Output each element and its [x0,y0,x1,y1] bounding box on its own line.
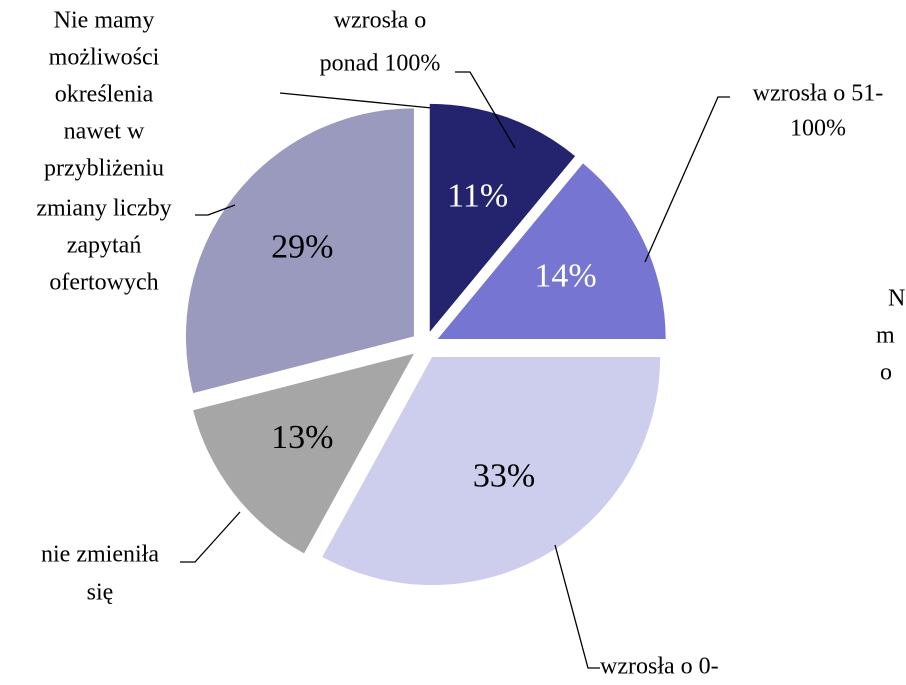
leader-line [195,204,236,216]
pie-slice [193,353,414,554]
leader-line [279,92,433,109]
pie-slice [437,163,666,340]
category-label: możliwości [49,45,160,71]
clipped-label: N [888,286,905,312]
category-label: nie zmieniła [41,542,159,568]
category-label: się [87,580,114,606]
category-label: wzrosła o 0- [600,654,719,680]
category-label: Nie mamy [54,8,155,34]
category-label: wzrosła o 51- [753,81,884,107]
pie-slice [322,357,661,586]
leader-line [180,511,241,563]
value-label: 33% [473,458,535,495]
category-label: określenia [55,82,154,108]
value-label: 11% [447,178,508,215]
clipped-label: o [880,360,892,386]
category-label: zmiany liczby [36,196,171,222]
value-label: 14% [534,258,596,295]
value-label: 13% [271,419,333,456]
value-label: 29% [271,229,333,266]
category-label: nawet w [64,119,145,145]
leader-line [554,544,600,669]
category-label: ofertowych [49,270,158,296]
category-label: przybliżeniu [44,156,164,182]
category-label: zapytań [67,233,142,259]
leader-line [644,96,730,263]
clipped-label: m [876,323,895,349]
category-label: 100% [790,116,846,142]
category-label: ponad 100% [320,51,441,77]
pie-slice [429,103,576,332]
leader-line [455,71,516,149]
pie-slice [185,108,414,394]
category-label: wzrosła o [334,8,427,34]
